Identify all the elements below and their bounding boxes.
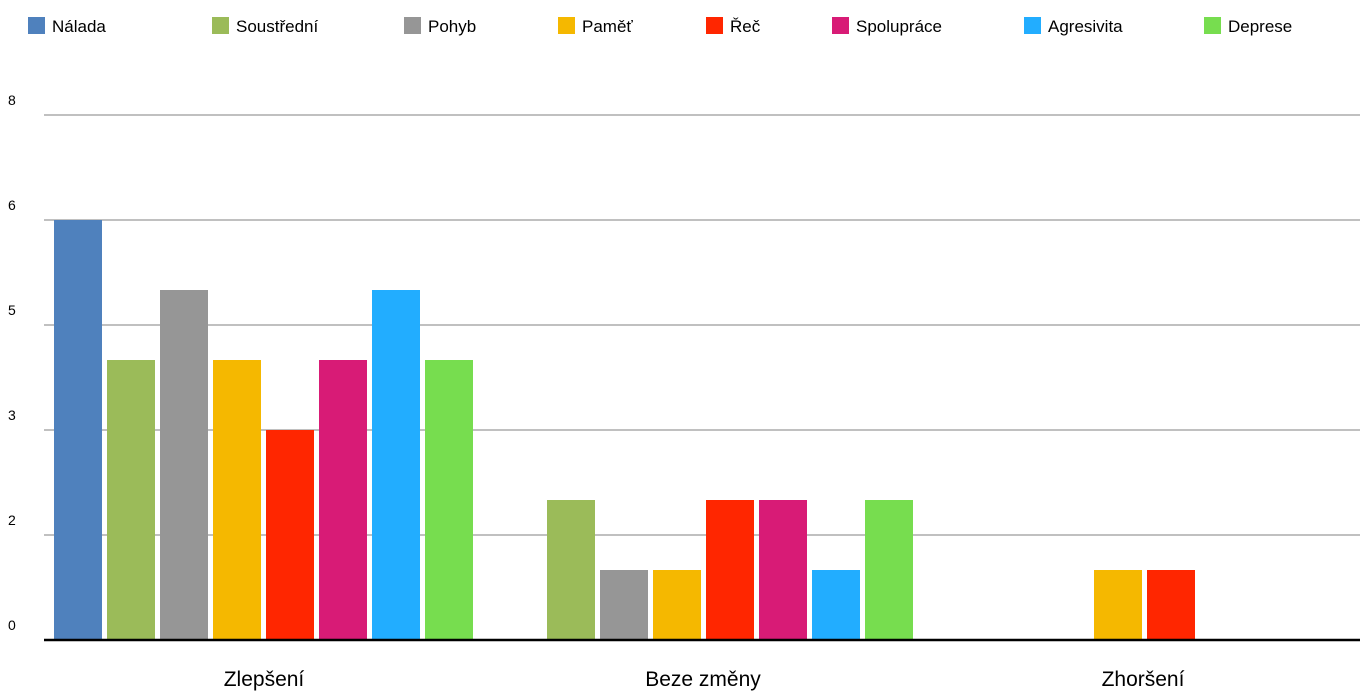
legend-swatch-2: [212, 17, 229, 34]
legend-swatch-5: [706, 17, 723, 34]
legend-label-4: Paměť: [582, 17, 633, 36]
legend-swatch-1: [28, 17, 45, 34]
bar-7-2: [812, 570, 860, 640]
bar-2-1: [107, 360, 155, 640]
legend-label-3: Pohyb: [428, 17, 476, 36]
bar-4-3: [1094, 570, 1142, 640]
legend-label-2: Soustřední: [236, 17, 318, 36]
bar-6-2: [759, 500, 807, 640]
legend-label-1: Nálada: [52, 17, 106, 36]
x-category-label-2: Beze změny: [645, 668, 761, 691]
y-tick-label: 3: [8, 407, 16, 423]
bar-3-2: [600, 570, 648, 640]
bar-5-2: [706, 500, 754, 640]
bar-5-1: [266, 430, 314, 640]
x-category-label-3: Zhoršení: [1102, 668, 1185, 691]
x-axis-categories: Zlepšení Beze změny Zhoršení: [224, 668, 1185, 691]
y-axis-ticks: 0 2 3 5 6 8: [8, 92, 16, 633]
gridlines: [44, 114, 1360, 536]
bars: [54, 220, 1195, 640]
legend: Nálada Soustřední Pohyb Paměť Řeč Spolupráce A…: [28, 17, 1292, 36]
y-tick-label: 0: [8, 617, 16, 633]
bar-8-1: [425, 360, 473, 640]
x-category-label-1: Zlepšení: [224, 668, 305, 691]
bar-4-1: [213, 360, 261, 640]
bar-2-2: [547, 500, 595, 640]
y-tick-label: 2: [8, 512, 16, 528]
bar-6-1: [319, 360, 367, 640]
bar-5-3: [1147, 570, 1195, 640]
bar-4-2: [653, 570, 701, 640]
legend-label-5: Řeč: [730, 17, 761, 36]
y-tick-label: 5: [8, 302, 16, 318]
legend-swatch-3: [404, 17, 421, 34]
legend-swatch-7: [1024, 17, 1041, 34]
bar-7-1: [372, 290, 420, 640]
legend-label-8: Deprese: [1228, 17, 1292, 36]
legend-swatch-4: [558, 17, 575, 34]
bar-1-1: [54, 220, 102, 640]
bar-3-1: [160, 290, 208, 640]
legend-swatch-6: [832, 17, 849, 34]
y-tick-label: 6: [8, 197, 16, 213]
bar-8-2: [865, 500, 913, 640]
legend-swatch-8: [1204, 17, 1221, 34]
legend-label-7: Agresivita: [1048, 17, 1123, 36]
legend-label-6: Spolupráce: [856, 17, 942, 36]
y-tick-label: 8: [8, 92, 16, 108]
